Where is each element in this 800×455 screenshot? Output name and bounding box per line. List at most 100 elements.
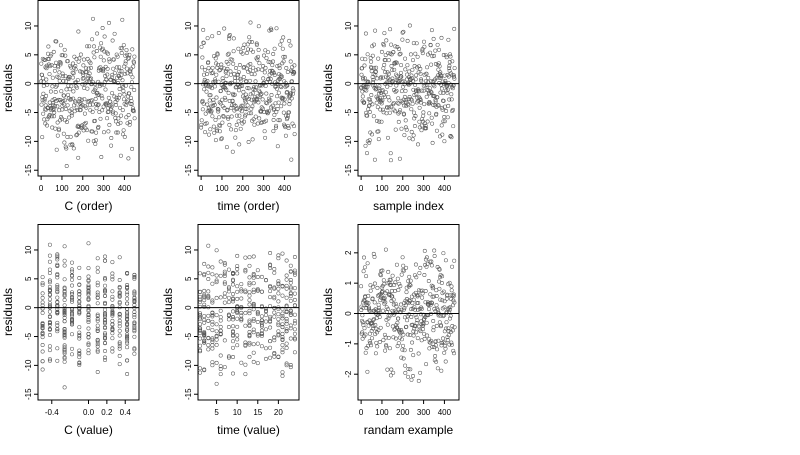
data-point — [443, 258, 448, 263]
data-point — [251, 290, 256, 295]
data-point — [288, 310, 293, 315]
data-point — [132, 334, 137, 339]
data-point — [70, 267, 74, 272]
data-point — [363, 85, 368, 89]
data-point — [284, 329, 289, 334]
data-point — [252, 122, 257, 127]
data-point — [368, 321, 373, 326]
data-point — [404, 98, 409, 102]
data-point — [255, 312, 260, 317]
data-point — [424, 362, 429, 367]
data-point — [383, 70, 388, 74]
data-point — [443, 346, 448, 351]
data-point — [81, 72, 86, 77]
data-point — [77, 299, 82, 304]
data-point — [420, 295, 425, 300]
data-point — [210, 298, 215, 303]
y-tick-label: 0 — [24, 81, 33, 86]
data-point — [226, 313, 231, 318]
data-point — [390, 324, 395, 329]
data-point — [256, 47, 261, 52]
data-point — [365, 369, 370, 374]
data-point — [414, 321, 419, 325]
data-point — [95, 265, 100, 270]
data-point — [369, 59, 374, 64]
plot-frame — [197, 224, 300, 401]
data-point — [372, 300, 377, 305]
x-axis-label: time (order) — [217, 199, 279, 213]
data-point — [63, 53, 68, 58]
data-point — [413, 114, 418, 118]
data-point — [243, 290, 248, 295]
data-point — [379, 49, 384, 54]
data-point — [427, 111, 432, 116]
data-point — [280, 331, 285, 336]
data-point — [280, 350, 285, 355]
data-point — [401, 263, 406, 268]
data-point — [132, 290, 137, 295]
data-point — [125, 358, 130, 363]
data-point — [386, 95, 391, 100]
data-point — [361, 305, 366, 310]
data-point — [422, 336, 427, 341]
data-point — [434, 75, 439, 80]
data-point — [429, 62, 434, 67]
data-point — [254, 41, 259, 46]
data-point — [381, 42, 386, 46]
data-point — [132, 54, 137, 59]
data-point — [380, 268, 385, 273]
data-point — [226, 286, 231, 291]
data-point — [383, 247, 388, 252]
data-point — [266, 59, 271, 64]
data-point — [40, 310, 45, 315]
data-point — [99, 82, 104, 87]
data-point — [62, 263, 67, 268]
data-point — [259, 289, 264, 294]
data-point — [243, 323, 248, 328]
data-point — [275, 64, 280, 69]
data-point — [238, 84, 243, 89]
data-point — [441, 314, 446, 319]
data-point — [121, 43, 126, 48]
data-point — [424, 320, 429, 325]
data-point — [391, 335, 396, 340]
data-point — [121, 128, 126, 133]
data-point — [55, 320, 60, 325]
data-point — [235, 267, 240, 271]
data-point — [65, 135, 70, 139]
data-point — [268, 355, 273, 360]
data-point — [400, 37, 405, 42]
data-point — [77, 348, 82, 353]
data-point — [284, 66, 289, 70]
data-point — [388, 27, 393, 32]
data-point — [117, 290, 122, 295]
data-point — [132, 315, 137, 320]
data-point — [272, 314, 277, 319]
data-point — [251, 287, 256, 292]
data-point — [118, 105, 122, 110]
data-point — [103, 277, 107, 282]
data-point — [261, 80, 266, 85]
data-point — [198, 370, 203, 375]
data-point — [132, 310, 137, 314]
data-point — [423, 300, 428, 305]
data-point — [410, 301, 415, 306]
data-point — [443, 53, 448, 58]
data-point — [423, 257, 428, 262]
data-point — [201, 27, 206, 32]
data-point — [367, 103, 371, 108]
data-point — [442, 119, 447, 124]
data-point — [55, 287, 60, 292]
data-point — [47, 259, 52, 264]
data-point — [257, 61, 262, 66]
data-point — [87, 44, 92, 49]
data-point — [449, 284, 454, 289]
data-point — [245, 103, 250, 108]
data-point — [95, 338, 100, 343]
data-point — [121, 132, 125, 137]
data-point — [435, 95, 440, 100]
data-point — [396, 316, 401, 321]
data-point — [373, 69, 378, 74]
data-point — [86, 283, 91, 288]
